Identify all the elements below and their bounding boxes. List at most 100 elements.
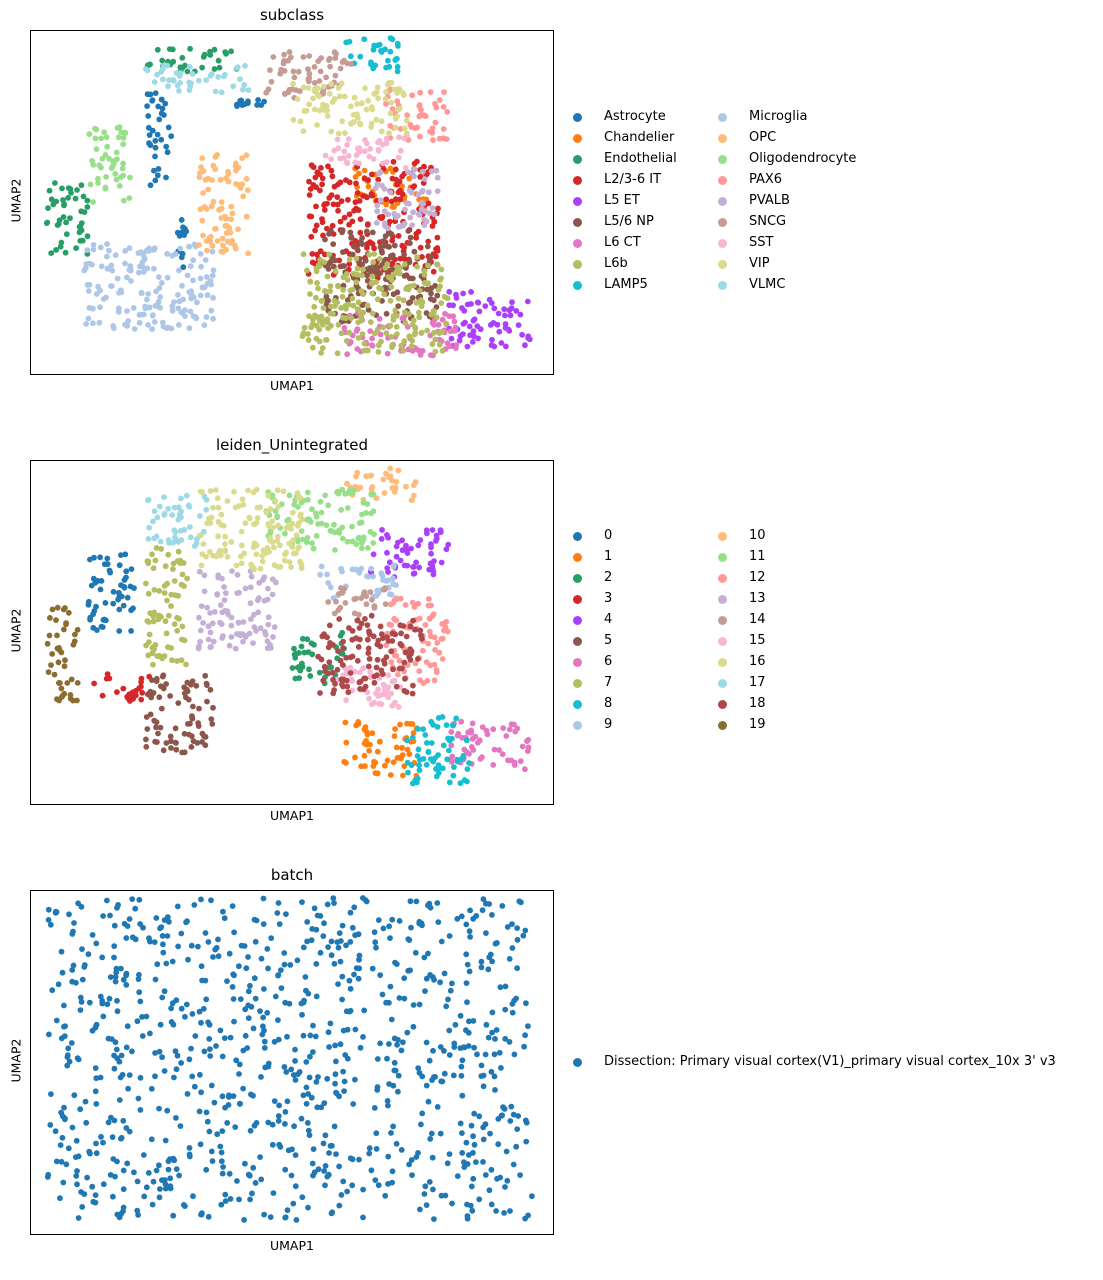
scatter-point [356, 1156, 362, 1163]
scatter-point [169, 512, 176, 518]
scatter-point [295, 545, 302, 552]
legend-label: 19 [749, 717, 766, 732]
scatter-point [162, 1185, 169, 1192]
legend-label: Endothelial [604, 151, 677, 166]
scatter-point [259, 558, 266, 565]
scatter-point [369, 730, 376, 737]
scatter-point [92, 1088, 99, 1095]
scatter-point [208, 716, 215, 722]
scatter-point [152, 137, 159, 144]
scatter-point [78, 208, 85, 215]
scatter-point [285, 516, 292, 523]
scatter-point [198, 1019, 204, 1026]
scatter-point [307, 673, 314, 679]
scatter-point [365, 177, 371, 183]
scatter-point [246, 1172, 253, 1179]
scatter-point [223, 246, 229, 253]
scatter-point [158, 136, 165, 143]
scatter-point [401, 135, 408, 142]
scatter-point [368, 491, 375, 498]
scatter-point [460, 290, 466, 297]
scatter-point [282, 1166, 289, 1173]
scatter-point [336, 257, 343, 264]
scatter-point [210, 267, 217, 274]
scatter-point [67, 215, 73, 222]
scatter-point [82, 1098, 89, 1105]
scatter-point [190, 313, 197, 319]
scatter-point [346, 211, 353, 218]
scatter-point [521, 1043, 527, 1050]
scatter-point [393, 744, 400, 751]
scatter-point [470, 1175, 477, 1182]
scatter-point [352, 932, 358, 939]
scatter-point [156, 1194, 163, 1201]
scatter-point [302, 974, 309, 980]
scatter-point [65, 1045, 72, 1052]
scatter-point [342, 600, 349, 606]
scatter-point [496, 1049, 503, 1056]
scatter-point [102, 152, 109, 158]
scatter-point [152, 177, 159, 184]
scatter-point [317, 571, 324, 578]
scatter-point [486, 1187, 493, 1194]
scatter-point [153, 724, 159, 731]
scatter-point [416, 1001, 423, 1008]
scatter-point [514, 1126, 521, 1132]
scatter-point [359, 272, 365, 279]
scatter-point [340, 287, 347, 293]
scatter-point [196, 568, 203, 575]
scatter-point [387, 322, 394, 329]
scatter-point [173, 1166, 180, 1172]
legend-marker-icon [573, 1058, 582, 1067]
scatter-point [322, 236, 328, 243]
scatter-point [193, 540, 200, 547]
scatter-point [488, 1068, 495, 1075]
scatter-point [92, 1065, 99, 1071]
scatter-point [286, 1000, 293, 1007]
scatter-point [137, 1074, 144, 1081]
scatter-point [270, 634, 276, 640]
scatter-point [344, 480, 350, 487]
scatter-point [326, 57, 332, 63]
scatter-point [275, 1113, 282, 1119]
scatter-point [199, 155, 206, 162]
legend-label: VIP [749, 256, 770, 271]
scatter-point [410, 617, 416, 624]
scatter-point [430, 721, 436, 728]
legend-label: L2/3-6 IT [604, 172, 662, 187]
scatter-point [377, 1040, 383, 1047]
scatter-point [339, 996, 345, 1003]
scatter-point [342, 490, 349, 497]
scatter-point [331, 960, 338, 967]
scatter-point [356, 534, 362, 541]
legend-marker-icon [718, 532, 727, 541]
scatter-point [196, 1108, 203, 1115]
scatter-point [44, 219, 51, 226]
scatter-point [332, 55, 339, 61]
scatter-point [422, 732, 429, 738]
scatter-point [171, 621, 178, 627]
scatter-point [434, 292, 441, 299]
scatter-point [501, 1210, 507, 1216]
scatter-point [309, 344, 316, 351]
scatter-point [333, 1058, 339, 1065]
scatter-point [324, 571, 330, 578]
scatter-point [392, 699, 398, 706]
scatter-point [439, 765, 446, 772]
scatter-point [233, 1057, 240, 1064]
scatter-point [401, 338, 408, 345]
scatter-point [200, 541, 207, 547]
scatter-point [252, 1180, 259, 1186]
scatter-point [211, 66, 218, 72]
scatter-point [376, 285, 382, 291]
scatter-point [336, 930, 343, 936]
scatter-point [186, 1145, 193, 1151]
scatter-point [338, 305, 344, 311]
scatter-point [385, 57, 391, 64]
scatter-point [58, 239, 65, 246]
scatter-point [422, 1183, 429, 1190]
scatter-point [196, 705, 202, 712]
scatter-point [497, 984, 504, 991]
scatter-point [424, 327, 431, 334]
scatter-point [116, 183, 123, 189]
